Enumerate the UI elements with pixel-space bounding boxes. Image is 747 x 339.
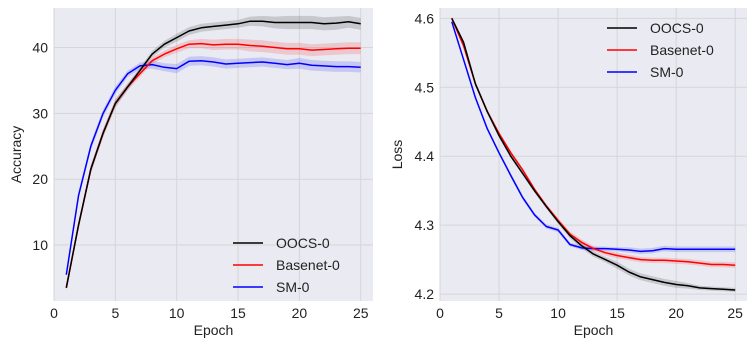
x-tick-label: 15	[230, 305, 246, 321]
y-tick-label: 10	[32, 237, 48, 253]
y-tick-label: 30	[32, 105, 48, 121]
legend-label: OOCS-0	[276, 235, 330, 251]
legend-label: Basenet-0	[276, 257, 340, 273]
y-tick-label: 40	[32, 40, 48, 56]
legend-label: OOCS-0	[650, 20, 704, 36]
x-tick-label: 5	[111, 305, 119, 321]
x-tick-label: 0	[436, 305, 444, 321]
x-tick-label: 10	[169, 305, 185, 321]
confidence-band-sm-0	[451, 20, 736, 255]
legend: OOCS-0 Basenet-0 SM-0	[233, 235, 340, 295]
x-tick-label: 5	[495, 305, 503, 321]
x-tick-label: 10	[550, 305, 566, 321]
series-line-basenet-0	[451, 18, 736, 266]
accuracy-chart: 0 5 10 15 20 25 10 20 30 40 Epoch Accuracy OOCS-0 Bas…	[8, 8, 373, 338]
legend-label: SM-0	[276, 279, 310, 295]
plot-area	[440, 8, 747, 301]
y-tick-label: 4.6	[415, 10, 435, 26]
legend: OOCS-0 Basenet-0 SM-0	[607, 20, 714, 80]
y-axis-label: Accuracy	[8, 126, 24, 184]
x-axis-label: Epoch	[194, 322, 234, 338]
y-tick-label: 4.5	[415, 79, 435, 95]
x-tick-label: 25	[353, 305, 369, 321]
legend-label: SM-0	[650, 64, 684, 80]
series-line-sm-0	[65, 59, 361, 275]
loss-chart: 0 5 10 15 20 25 4.2 4.3 4.4 4.5 4.6 Epoch Loss OOCS-0…	[389, 8, 747, 338]
legend-label: Basenet-0	[650, 42, 714, 58]
series-line-oocs-0	[451, 17, 736, 291]
y-axis-label: Loss	[389, 140, 405, 170]
y-tick-label: 4.2	[415, 286, 435, 302]
x-tick-label: 20	[292, 305, 308, 321]
x-tick-label: 20	[668, 305, 684, 321]
y-tick-label: 4.3	[415, 217, 435, 233]
x-tick-label: 25	[727, 305, 743, 321]
x-axis-label: Epoch	[574, 322, 614, 338]
y-tick-label: 4.4	[415, 148, 435, 164]
series-group	[451, 17, 736, 292]
plot-area	[54, 8, 373, 301]
series-group	[65, 15, 361, 290]
x-tick-label: 0	[50, 305, 58, 321]
x-tick-label: 15	[609, 305, 625, 321]
y-tick-label: 20	[32, 171, 48, 187]
series-line-oocs-0	[65, 20, 361, 288]
